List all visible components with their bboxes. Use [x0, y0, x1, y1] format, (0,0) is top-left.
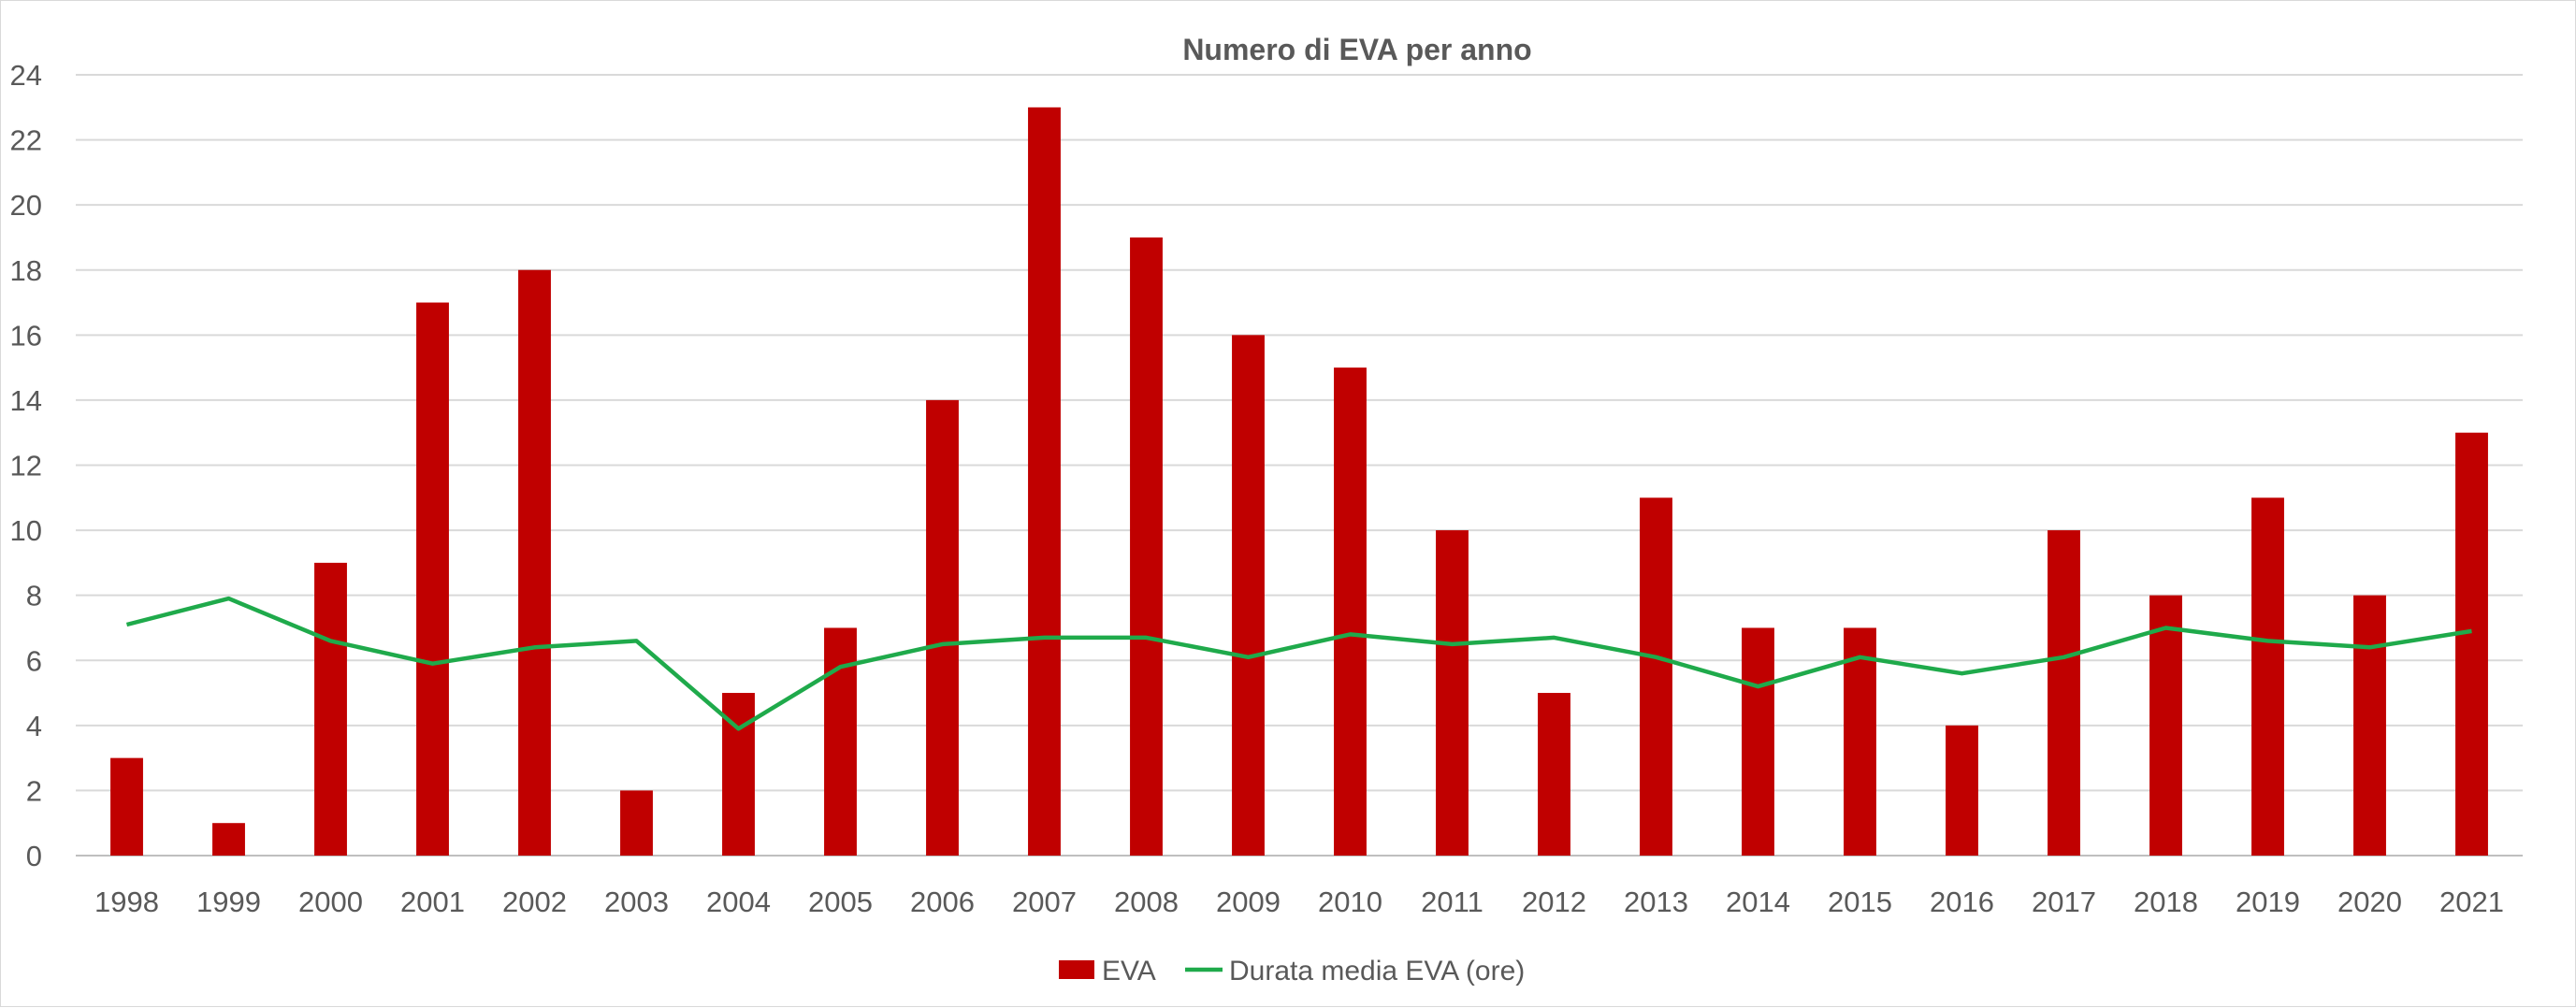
x-tick-label: 2018	[2134, 886, 2198, 918]
bar-2002	[518, 270, 551, 856]
y-tick-label: 2	[26, 774, 42, 807]
y-tick-label: 6	[26, 644, 42, 677]
y-tick-label: 18	[10, 254, 42, 287]
x-tick-label: 2000	[298, 886, 363, 918]
bar-2017	[2048, 530, 2080, 856]
line-durata-media	[127, 598, 2472, 728]
bar-2012	[1538, 693, 1570, 856]
x-tick-label: 2006	[910, 886, 975, 918]
bar-2003	[620, 790, 653, 856]
x-tick-label: 2001	[400, 886, 465, 918]
y-tick-label: 14	[10, 384, 42, 417]
bar-2016	[1946, 726, 1978, 856]
x-tick-label: 2012	[1522, 886, 1586, 918]
bar-series	[110, 108, 2488, 856]
bar-2001	[416, 303, 449, 856]
x-tick-label: 2007	[1012, 886, 1077, 918]
line-series	[126, 598, 2471, 728]
x-tick-label: 2016	[1930, 886, 1994, 918]
bar-2005	[824, 627, 857, 856]
x-tick-label: 2019	[2236, 886, 2300, 918]
legend-swatch-eva	[1059, 960, 1094, 979]
y-tick-label: 12	[10, 450, 42, 482]
y-tick-label: 10	[10, 514, 42, 547]
x-tick-label: 2004	[706, 886, 771, 918]
x-tick-label: 2014	[1726, 886, 1790, 918]
y-tick-label: 4	[26, 710, 42, 742]
bar-2006	[926, 400, 959, 856]
legend-label-durata: Durata media EVA (ore)	[1229, 956, 1525, 986]
x-tick-label: 1999	[196, 886, 261, 918]
x-tick-label: 2003	[604, 886, 669, 918]
bar-2014	[1742, 627, 1774, 856]
x-tick-label: 2008	[1114, 886, 1179, 918]
bar-2010	[1334, 367, 1367, 856]
y-tick-label: 0	[26, 840, 42, 872]
bar-2013	[1640, 497, 1672, 856]
y-tick-label: 24	[10, 59, 42, 92]
chart-title: Numero di EVA per anno	[1182, 33, 1531, 66]
x-tick-label: 2002	[502, 886, 567, 918]
x-tick-label: 2015	[1828, 886, 1892, 918]
legend: EVA Durata media EVA (ore)	[1059, 956, 1525, 986]
bar-2018	[2149, 596, 2182, 856]
x-tick-label: 2020	[2337, 886, 2402, 918]
legend-label-eva: EVA	[1102, 956, 1156, 986]
x-tick-label: 2013	[1624, 886, 1688, 918]
x-tick-label: 1998	[94, 886, 159, 918]
y-tick-label: 22	[10, 124, 42, 157]
bar-2020	[2353, 596, 2386, 856]
x-tick-label: 2021	[2439, 886, 2504, 918]
x-tick-label: 2017	[2032, 886, 2096, 918]
y-tick-label: 8	[26, 580, 42, 612]
bar-2011	[1436, 530, 1469, 856]
bar-1999	[212, 823, 245, 856]
bar-2000	[314, 563, 347, 856]
y-tick-label: 16	[10, 319, 42, 352]
bar-2007	[1028, 108, 1061, 856]
y-tick-label: 20	[10, 189, 42, 222]
bar-2008	[1130, 238, 1163, 856]
x-tick-label: 2005	[808, 886, 873, 918]
x-tick-label: 2010	[1318, 886, 1382, 918]
bar-2019	[2251, 497, 2284, 856]
x-tick-label: 2009	[1216, 886, 1281, 918]
bar-2021	[2455, 433, 2488, 856]
x-tick-label: 2011	[1421, 886, 1483, 918]
x-axis: 1998 1999 2000 2001 2002 2003 2004 2005 2006 2007…	[94, 886, 2504, 918]
bar-1998	[110, 758, 143, 856]
bar-2009	[1232, 335, 1265, 856]
